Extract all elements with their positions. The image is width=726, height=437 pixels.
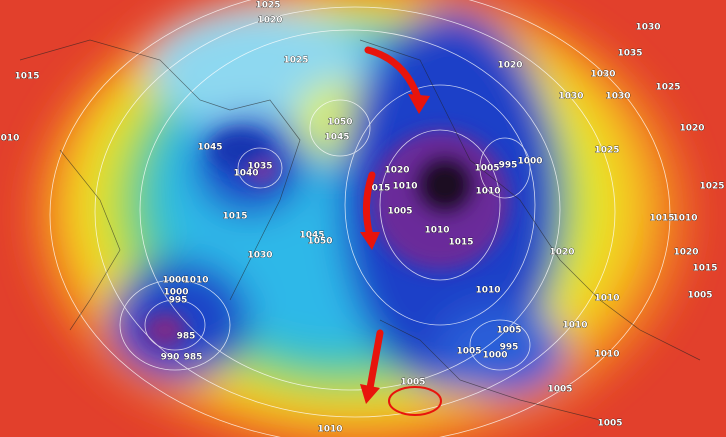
isobar-label: 1000 [517, 157, 542, 167]
isobar-label: 990 [161, 353, 180, 363]
isobar-label: 1015 [14, 72, 39, 82]
isobar-label: 1010 [672, 214, 697, 224]
isobar-label: 1025 [255, 1, 280, 11]
isobar-label: 1045 [197, 143, 222, 153]
isobar-label: 1005 [474, 164, 499, 174]
isobar-label: 1000 [163, 288, 188, 298]
coastlines [19, 39, 701, 421]
isobar-label: 1015 [448, 238, 473, 248]
isobar-label: 1005 [597, 419, 622, 429]
isobar-label: 1030 [590, 70, 615, 80]
isobar-label: 1005 [400, 378, 425, 388]
isobar-label: 1015 [649, 214, 674, 224]
isobar-label: 1045 [299, 231, 324, 241]
isobar-label: 1030 [605, 92, 630, 102]
isobar-label: 1010 [562, 321, 587, 331]
isobar-label: 1025 [283, 56, 308, 66]
isobar-label: 1005 [547, 385, 572, 395]
isobar-label: 010 [1, 134, 20, 144]
isobar-label: 985 [184, 353, 203, 363]
isobar-label: 1010 [475, 286, 500, 296]
isobar-label: 1020 [497, 61, 522, 71]
isobar-label: 1035 [617, 49, 642, 59]
isobar-label: 1025 [655, 83, 680, 93]
isobar-label: 1010 [392, 182, 417, 192]
isobar-label: 1005 [387, 207, 412, 217]
isobar-label: 1020 [673, 248, 698, 258]
isobar-label: 1050 [327, 118, 352, 128]
isobar-label: 1050 [307, 237, 332, 247]
isobar-label: 1010 [183, 276, 208, 286]
isobar-label: 1010 [424, 226, 449, 236]
isobar-label: 1025 [594, 146, 619, 156]
isobar-label: 1045 [324, 133, 349, 143]
isobar-label: 1020 [549, 248, 574, 258]
isobar-label: 1010 [594, 350, 619, 360]
isobar-label: 1020 [384, 166, 409, 176]
isobar-label: 1030 [247, 251, 272, 261]
isobar-label: 1005 [687, 291, 712, 301]
isobar-label: 1030 [558, 92, 583, 102]
isobar-label: 1005 [496, 326, 521, 336]
isobar-label: 1020 [257, 16, 282, 26]
arrow-heads [360, 94, 430, 404]
isobar-label: 1005 [456, 347, 481, 357]
isobar-label: 1035 [247, 162, 272, 172]
isobar-label: 1010 [594, 294, 619, 304]
isobar-label: 1015 [222, 212, 247, 222]
isobar-label: 1010 [317, 425, 342, 435]
isobar-label: 995 [169, 296, 188, 306]
isobar-label: 1020 [679, 124, 704, 134]
isobar-label: 995 [500, 343, 519, 353]
isobar-label: 1025 [699, 182, 724, 192]
isobar-label: 995 [499, 161, 518, 171]
isobar-label: 1015 [692, 264, 717, 274]
arrows [363, 46, 422, 392]
isobar-label: 1000 [162, 276, 187, 286]
isobar-label: 1040 [233, 169, 258, 179]
isobar-label: 985 [177, 332, 196, 342]
isobar-label: 015 [372, 184, 391, 194]
isobar-label: 1030 [635, 23, 660, 33]
isobar-label: 1010 [475, 187, 500, 197]
isobar-label: 1000 [482, 351, 507, 361]
highlight-circle [388, 386, 442, 416]
